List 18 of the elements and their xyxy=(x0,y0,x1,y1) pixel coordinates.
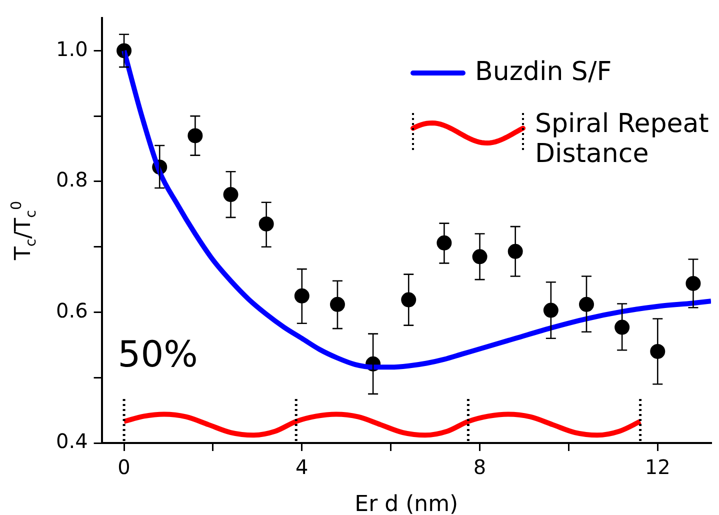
point xyxy=(543,302,558,318)
x-tick-label: 12 xyxy=(644,455,670,480)
annotation: 50% xyxy=(118,334,198,376)
x-axis-title: Er d (nm) xyxy=(354,492,458,515)
legend-label: Spiral Repeat Distance xyxy=(535,108,709,169)
point xyxy=(294,288,310,304)
x-tick-label: 8 xyxy=(473,455,486,480)
y-tick-label: 0.4 xyxy=(56,429,88,454)
point xyxy=(330,296,345,312)
y-axis-title: Tc/Tc0 xyxy=(9,200,40,262)
legend-label: Buzdin S/F xyxy=(475,56,612,87)
point xyxy=(614,320,630,335)
y-tick-label: 0.8 xyxy=(56,168,88,192)
x-tick-label: 0 xyxy=(118,455,130,480)
y-tick-label: 0.6 xyxy=(56,298,88,322)
point xyxy=(578,296,594,312)
y-tick-label: 1.0 xyxy=(56,36,88,61)
x-tick-label: 4 xyxy=(296,455,308,480)
